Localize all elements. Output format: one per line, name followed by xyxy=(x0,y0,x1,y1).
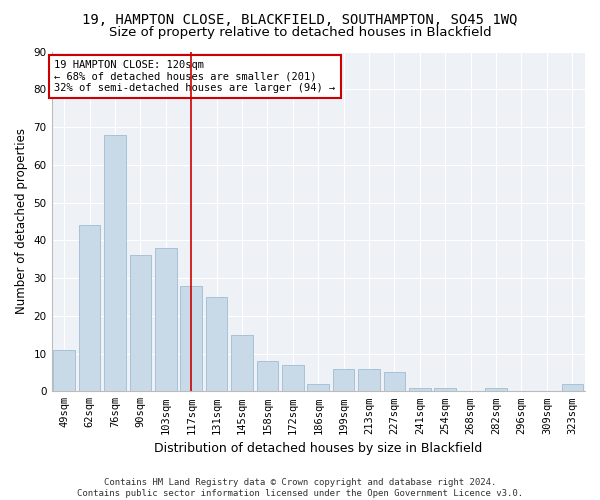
Bar xyxy=(485,388,507,392)
Text: Contains HM Land Registry data © Crown copyright and database right 2024.
Contai: Contains HM Land Registry data © Crown c… xyxy=(77,478,523,498)
Bar xyxy=(181,286,202,392)
Bar xyxy=(307,384,329,392)
Bar xyxy=(155,248,176,392)
Bar xyxy=(383,372,405,392)
Bar xyxy=(409,388,431,392)
Bar xyxy=(282,365,304,392)
Bar xyxy=(333,368,355,392)
Bar xyxy=(434,388,456,392)
Bar xyxy=(257,361,278,392)
Bar xyxy=(206,297,227,392)
Bar xyxy=(231,334,253,392)
X-axis label: Distribution of detached houses by size in Blackfield: Distribution of detached houses by size … xyxy=(154,442,482,455)
Bar xyxy=(130,256,151,392)
Text: 19 HAMPTON CLOSE: 120sqm
← 68% of detached houses are smaller (201)
32% of semi-: 19 HAMPTON CLOSE: 120sqm ← 68% of detach… xyxy=(54,60,335,93)
Y-axis label: Number of detached properties: Number of detached properties xyxy=(15,128,28,314)
Bar xyxy=(358,368,380,392)
Bar xyxy=(562,384,583,392)
Bar xyxy=(104,134,126,392)
Bar xyxy=(53,350,75,392)
Bar xyxy=(79,225,100,392)
Text: Size of property relative to detached houses in Blackfield: Size of property relative to detached ho… xyxy=(109,26,491,39)
Text: 19, HAMPTON CLOSE, BLACKFIELD, SOUTHAMPTON, SO45 1WQ: 19, HAMPTON CLOSE, BLACKFIELD, SOUTHAMPT… xyxy=(82,12,518,26)
